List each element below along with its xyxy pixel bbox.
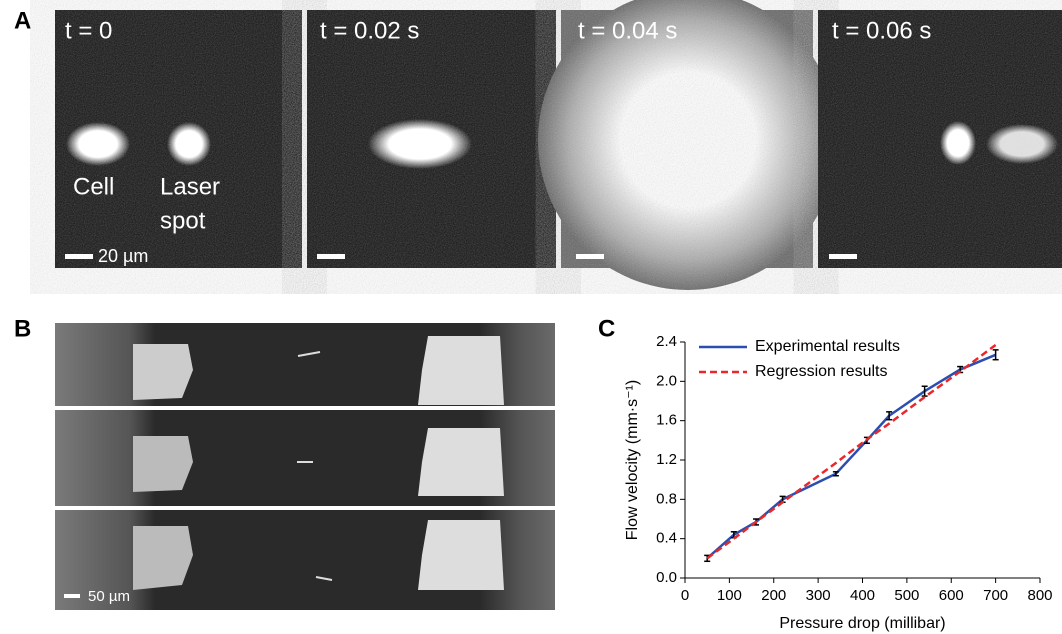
laser-blob [167,122,211,166]
y-tick-label: 0.0 [656,569,677,586]
frame: t = 0.06 s [818,10,1062,268]
strip [55,323,555,406]
frame: t = 0 Cell Laser spot 20 µm [55,10,302,268]
chart: 0 100 200 300 400 500 600 700 800 0.0 0.4 0.8 1.2 1.6… [624,333,1052,632]
error-bar [832,471,839,477]
electrode [418,520,504,590]
cell-blob [368,119,472,169]
electrode [133,526,193,590]
legend-label: Regression results [755,363,888,380]
electrode [133,344,193,400]
time-label: t = 0.02 s [320,17,419,44]
panel-letter: A [14,7,31,34]
time-label: t = 0.04 s [578,17,677,44]
x-tick-label: 600 [939,587,964,604]
error-bar [886,411,893,421]
laser-blob [940,121,976,165]
x-tick-label: 800 [1027,587,1052,604]
panel-letter: C [598,315,615,342]
scale-bar [65,254,93,259]
time-label: t = 0.06 s [832,17,931,44]
series-line [706,353,997,560]
image-noise [561,10,813,268]
legend-label: Experimental results [755,338,900,355]
cell-streak [315,576,333,581]
cell-label: Cell [73,173,114,200]
x-tick-label: 100 [717,587,742,604]
error-bar [921,385,928,397]
x-tick-label: 400 [850,587,875,604]
electrode [133,436,193,492]
y-tick-label: 2.0 [656,372,677,389]
cell-blob [66,122,130,166]
frame: t = 0.02 s [307,10,556,268]
strip [55,410,555,506]
y-tick-label: 2.4 [656,333,677,350]
x-tick-label: 500 [894,587,919,604]
electrode [418,428,504,496]
cell-blob [986,124,1058,164]
scale-bar [829,254,857,259]
scale-label: 50 µm [88,588,130,605]
electrode [418,336,504,405]
series-line [706,343,997,560]
x-tick-label: 200 [761,587,786,604]
frame: t = 0.04 s [538,0,838,290]
cell-streak [297,351,321,357]
x-axis-title: Pressure drop (millibar) [779,615,945,632]
time-label: t = 0 [65,17,112,44]
strip: 50 µm [55,510,555,610]
scale-bar [317,254,345,259]
scale-bar [576,254,604,259]
y-tick-label: 1.6 [656,412,677,429]
error-bar [992,349,999,361]
x-tick-label: 0 [681,587,689,604]
scale-label: 20 µm [98,246,148,266]
y-tick-label: 0.4 [656,530,677,547]
x-tick-label: 300 [806,587,831,604]
x-tick-label: 700 [983,587,1008,604]
y-tick-label: 1.2 [656,451,677,468]
y-axis-title: Flow velocity (mm·s⁻¹) [624,380,641,540]
panel-letter: B [14,315,31,342]
scale-bar [64,594,80,598]
laser-label: spot [160,207,206,234]
y-tick-label: 0.8 [656,490,677,507]
laser-label: Laser [160,173,220,200]
